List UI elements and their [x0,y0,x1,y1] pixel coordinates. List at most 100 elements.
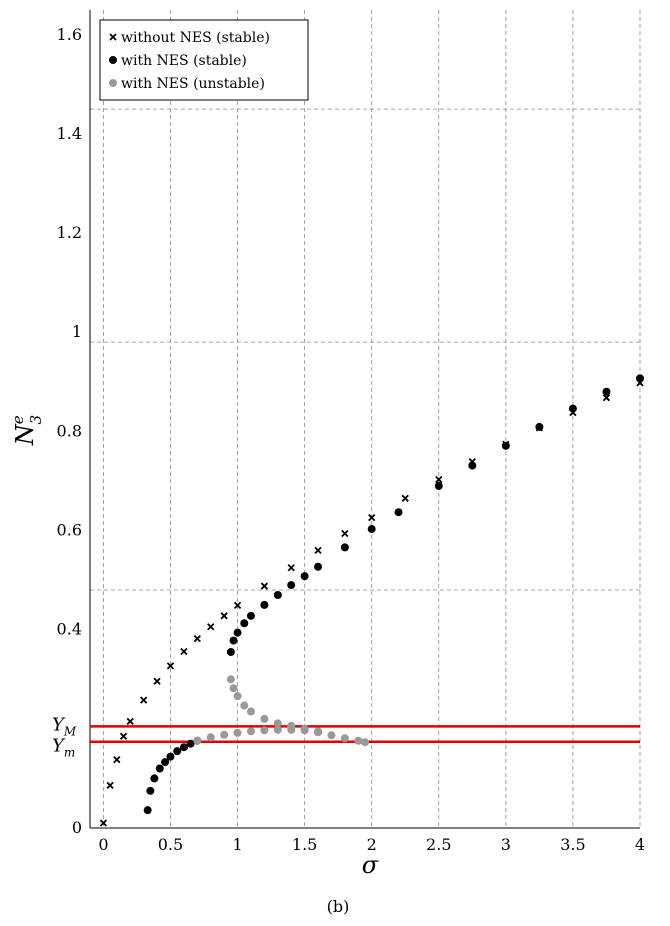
data-point [166,752,175,761]
data-point [435,475,443,484]
data-point [233,628,242,637]
svg-text:Ne3: Ne3 [9,415,45,446]
data-point [143,806,152,815]
x-tick-label: 4 [635,835,645,854]
data-point [468,461,477,470]
x-tick-label: 3 [501,835,511,854]
data-point [314,727,323,736]
data-point [206,733,215,742]
legend-item: with NES (stable) [109,53,247,69]
data-point [155,764,164,773]
data-point [501,441,510,450]
data-point [287,564,295,572]
data-point [287,581,296,590]
tick-labels: 0 0.5 1 1.5 2 2.5 3 3.5 4 0 0.4 0.6 0.8 1 1.2 1.4 1.6 [57,25,646,854]
data-point [140,696,148,704]
data-point [173,747,182,756]
data-point [361,738,369,747]
data-point [354,736,363,745]
data-point [273,590,282,599]
data-point [180,647,188,656]
data-point [260,726,269,735]
y-tick-label: 0.8 [57,421,82,440]
data-point [260,714,269,723]
data-point [161,758,170,767]
data-point [246,611,255,620]
data-point [568,404,577,413]
data-point [636,374,644,383]
data-point [233,692,242,701]
data-point [99,819,108,827]
data-point [233,728,242,737]
x-tick-label: 1.5 [292,835,317,854]
data-point [287,725,296,734]
data-point [434,481,443,490]
data-point [119,732,128,740]
y-axis-title-sup: e [9,415,27,424]
data-point [260,582,269,590]
x-tick-label: 1 [232,835,242,854]
legend-item: with NES (unstable) [109,76,265,92]
legend-label: with NES (unstable) [121,76,265,92]
data-point [166,662,175,670]
legend-box [99,19,309,101]
axes [89,10,640,829]
y-tick-label: 0.6 [57,521,82,540]
data-point [150,774,159,783]
data-point [273,725,282,734]
data-point [233,601,242,610]
x-axis-title: σ [362,851,379,879]
legend-marker [109,79,117,87]
x-tick-label: 2 [367,835,377,854]
data-point [535,422,544,431]
data-point [113,755,121,764]
legend: without NES (stable) with NES (stable) wit… [99,19,309,101]
y-axis-title-base: N [11,423,39,446]
data-point [240,619,249,628]
data-points [99,374,644,827]
data-point [153,677,161,685]
data-point [314,546,322,555]
legend-label: with NES (stable) [121,53,247,69]
data-point [193,634,201,643]
y-tick-label: 1 [72,322,82,341]
data-point [314,562,323,571]
data-point [186,739,195,748]
data-point [260,600,269,609]
data-point [220,730,229,739]
data-point [229,636,238,645]
data-point [106,781,114,790]
data-point [340,734,349,743]
data-point [229,684,238,693]
data-point [327,731,336,740]
data-point [226,675,235,684]
data-point [207,623,215,631]
x-tick-label: 0.5 [158,835,183,854]
data-point [246,707,255,716]
data-point [126,717,134,726]
data-point [300,726,309,735]
y-tick-label: 1.4 [57,124,82,143]
x-tick-label: 2.5 [426,835,451,854]
legend-marker [109,33,117,41]
reference-line-label: Ym [52,736,75,760]
data-point [300,572,309,581]
y-tick-label: 1.6 [57,25,82,44]
data-point [179,743,188,752]
y-axis-title: Ne3 [9,415,45,446]
y-axis-title-sub: 3 [27,415,45,425]
data-point [246,727,255,736]
data-point [341,529,349,538]
data-point [340,543,349,552]
data-point [368,514,376,522]
data-point [220,612,228,620]
legend-label: without NES (stable) [121,30,270,46]
data-point [401,494,409,502]
data-point [367,525,376,534]
x-tick-label: 3.5 [560,835,585,854]
y-tick-label: 1.2 [57,223,82,242]
data-point [226,648,235,657]
data-point [273,719,282,728]
data-point [146,786,155,795]
